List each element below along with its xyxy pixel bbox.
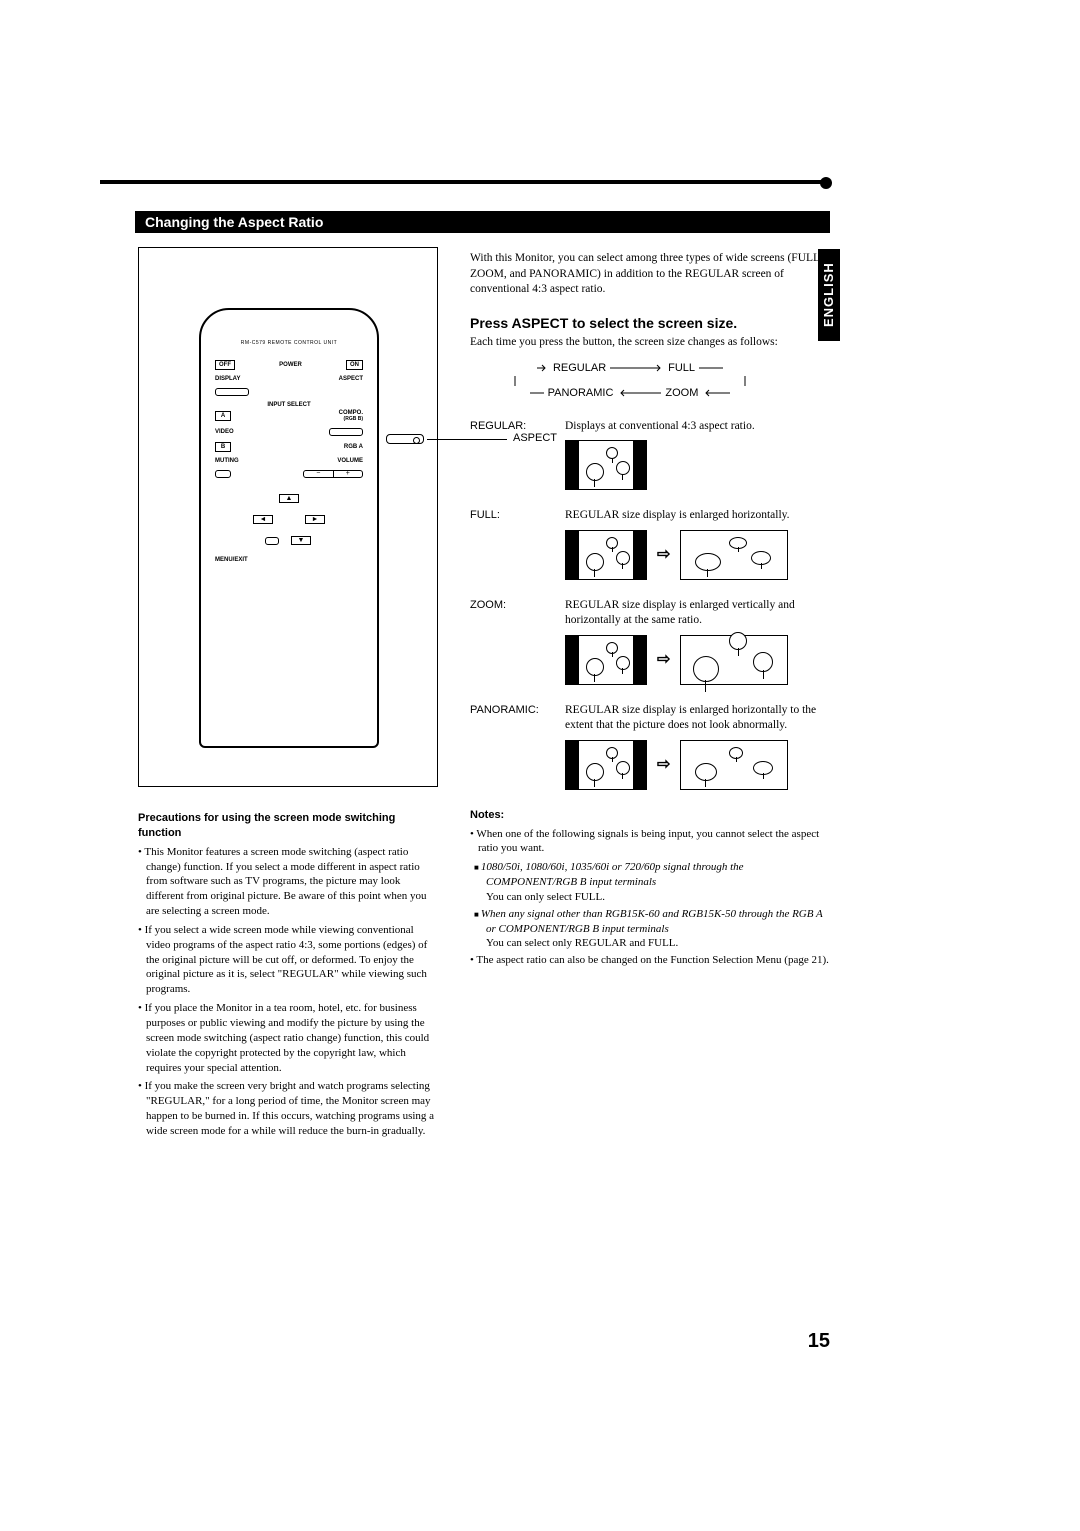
remote-diagram: RM-C579 REMOTE CONTROL UNIT OFF POWER ON… (138, 247, 438, 787)
line-icon (699, 363, 723, 373)
precaution-item: If you select a wide screen mode while v… (146, 923, 438, 997)
mode-label: ZOOM: (470, 598, 565, 685)
remote-rgbb: (RGB B) (339, 416, 363, 422)
mode-label: FULL: (470, 508, 565, 580)
remote-on: ON (346, 360, 363, 370)
intro-text: With this Monitor, you can select among … (470, 251, 830, 298)
precautions: Precautions for using the screen mode sw… (138, 811, 438, 1143)
remote-aspect: ASPECT (339, 376, 363, 382)
remote-rgba: RGB A (344, 444, 363, 450)
cycle-zoom: ZOOM (665, 386, 698, 401)
remote-dpad: ▲ ◄► ▼ (215, 492, 363, 547)
mode-regular: REGULAR: Displays at conventional 4:3 as… (470, 419, 830, 491)
screen-before (565, 530, 647, 580)
remote-power: POWER (279, 362, 302, 368)
precautions-title: Precautions for using the screen mode sw… (138, 811, 438, 841)
mode-label: PANORAMIC: (470, 703, 565, 790)
mode-panoramic: PANORAMIC: REGULAR size display is enlar… (470, 703, 830, 790)
remote-display-btn (215, 388, 249, 396)
remote-b: B (215, 442, 231, 452)
screen-after (680, 740, 788, 790)
notes-title: Notes: (470, 808, 830, 823)
precaution-item: If you make the screen very bright and w… (146, 1079, 438, 1138)
screen-after (680, 530, 788, 580)
arrow-icon: ⇨ (657, 754, 670, 776)
remote-aspect-btn (386, 434, 424, 444)
mode-desc: Displays at conventional 4:3 aspect rati… (565, 419, 830, 435)
notes: Notes: When one of the following signals… (470, 808, 830, 968)
remote-muting: MUTING (215, 458, 239, 464)
note-item: When one of the following signals is bei… (478, 827, 830, 857)
line-icon (510, 376, 520, 386)
remote-off: OFF (215, 360, 235, 370)
arrow-icon: ⇨ (657, 649, 670, 671)
remote-muting-btn (215, 470, 231, 478)
press-heading: Press ASPECT to select the screen size. (470, 314, 830, 333)
mode-full: FULL: REGULAR size display is enlarged h… (470, 508, 830, 580)
top-rule (100, 180, 825, 184)
arrow-icon: ⇨ (657, 544, 670, 566)
page-number: 15 (808, 1330, 830, 1353)
line-icon (530, 388, 544, 398)
remote-volume-btn: −+ (303, 470, 363, 478)
precaution-item: This Monitor features a screen mode swit… (146, 845, 438, 919)
remote-display: DISPLAY (215, 376, 240, 382)
remote-video: VIDEO (215, 429, 234, 435)
screen-before (565, 740, 647, 790)
remote-volume: VOLUME (337, 458, 363, 464)
screen-after (680, 635, 788, 685)
mode-desc: REGULAR size display is enlarged horizon… (565, 703, 830, 734)
mode-desc: REGULAR size display is enlarged vertica… (565, 598, 830, 629)
note-sub: When any signal other than RGB15K-60 and… (470, 907, 830, 952)
cycle-diagram: REGULAR FULL PANORAMIC ZOOM (470, 361, 830, 401)
cycle-regular: REGULAR (553, 361, 606, 376)
mode-desc: REGULAR size display is enlarged horizon… (565, 508, 830, 524)
remote-compo-btn (329, 428, 363, 436)
section-header: Changing the Aspect Ratio (135, 211, 830, 233)
note-item: The aspect ratio can also be changed on … (478, 953, 830, 968)
cycle-panoramic: PANORAMIC (548, 386, 614, 401)
remote-menuexit: MENU/EXIT (215, 557, 363, 563)
right-column: With this Monitor, you can select among … (470, 251, 830, 972)
line-icon (740, 376, 750, 386)
press-sub: Each time you press the button, the scre… (470, 335, 830, 351)
cycle-full: FULL (668, 361, 695, 376)
note-sub: 1080/50i, 1080/60i, 1035/60i or 720/60p … (470, 860, 830, 905)
arrow-icon (617, 388, 661, 398)
mode-zoom: ZOOM: REGULAR size display is enlarged v… (470, 598, 830, 685)
screen-regular (565, 440, 647, 490)
screen-before (565, 635, 647, 685)
arrow-icon (610, 363, 664, 373)
mode-label: REGULAR: (470, 419, 565, 491)
remote-model: RM-C579 REMOTE CONTROL UNIT (215, 340, 363, 346)
arrow-icon (537, 363, 549, 373)
precaution-item: If you place the Monitor in a tea room, … (146, 1001, 438, 1075)
remote-input-select: INPUT SELECT (215, 402, 363, 408)
remote-a: A (215, 411, 231, 421)
top-dot (820, 177, 832, 189)
arrow-icon (702, 388, 730, 398)
